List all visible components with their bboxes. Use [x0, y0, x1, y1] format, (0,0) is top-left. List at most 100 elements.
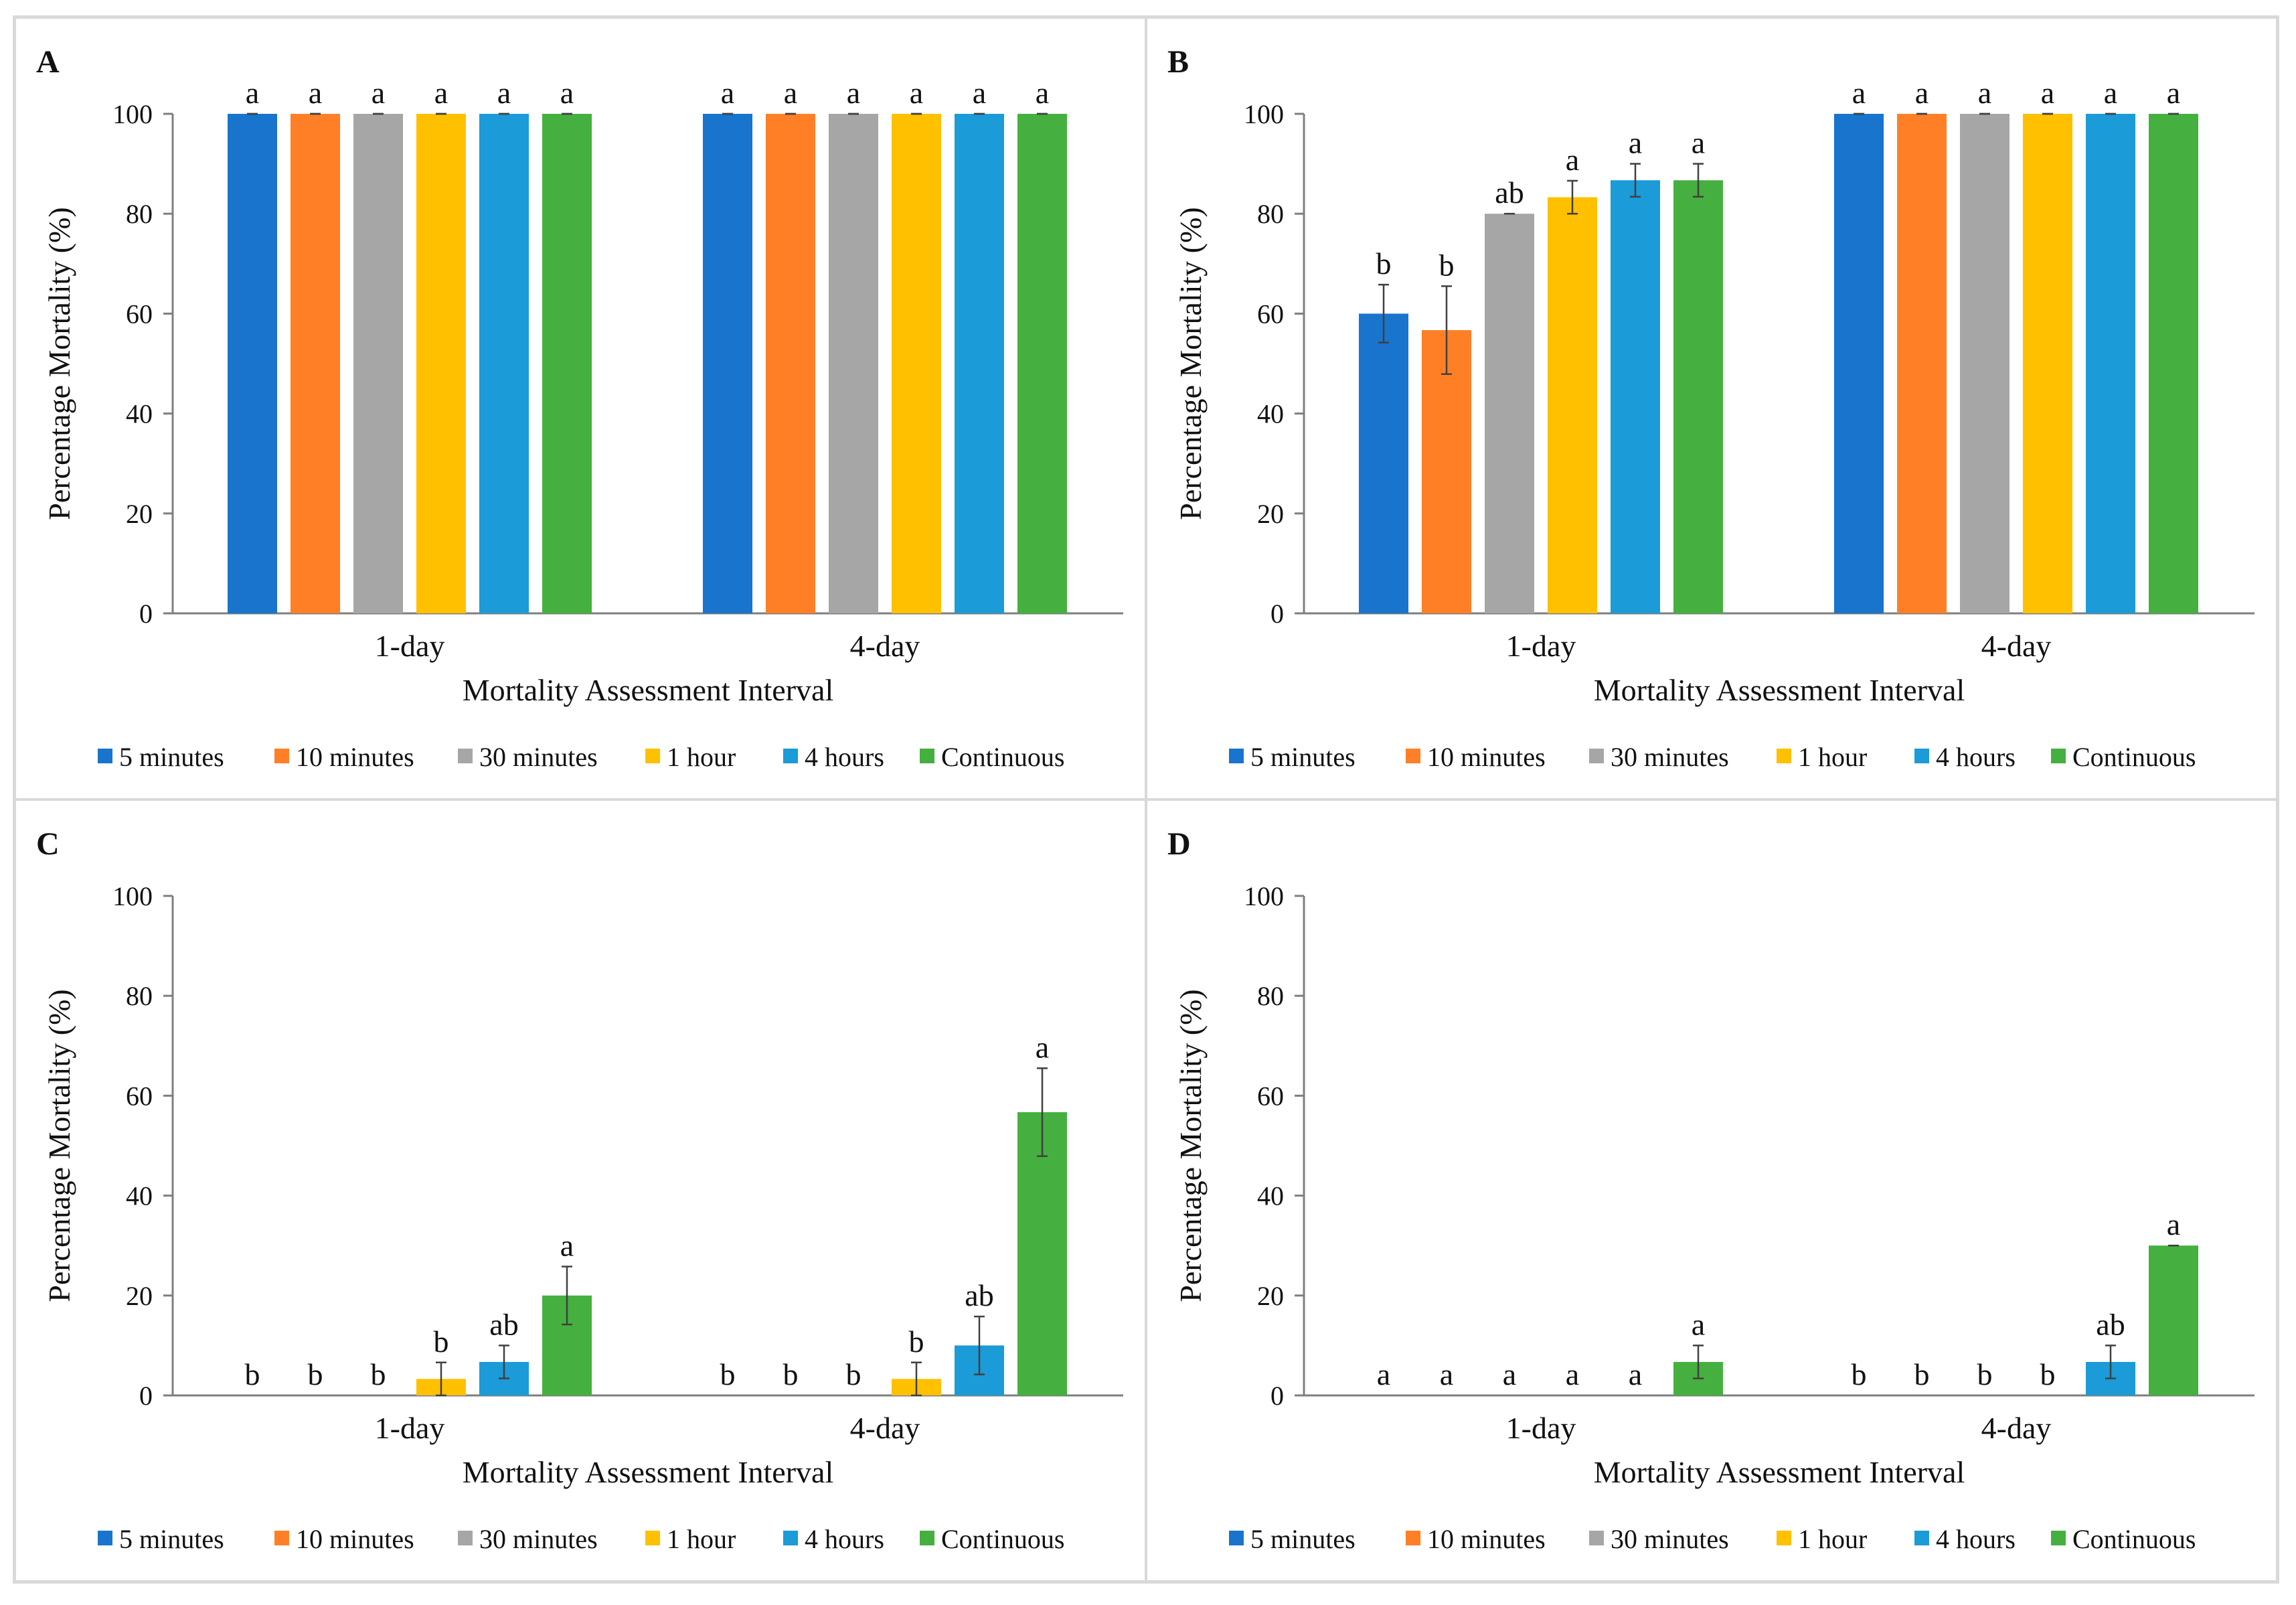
- significance-letter: b: [308, 1357, 323, 1391]
- legend-label-continuous: Continuous: [2072, 742, 2196, 772]
- bar-30-minutes-4-day: [1960, 114, 2010, 613]
- x-category-label: 4-day: [850, 629, 920, 663]
- legend-swatch-4-hours: [783, 1531, 798, 1545]
- bar-1-hour-4-day: [2023, 114, 2072, 613]
- significance-letter: a: [1978, 76, 1991, 110]
- x-category-label: 1-day: [1506, 1411, 1576, 1445]
- y-tick-label: 20: [126, 499, 153, 529]
- legend-swatch-10-minutes: [1406, 1531, 1420, 1545]
- bar-5-minutes-4-day: [1834, 114, 1884, 613]
- legend-label-5-minutes: 5 minutes: [1250, 742, 1356, 772]
- legend-label-continuous: Continuous: [941, 1524, 1064, 1554]
- x-category-label: 1-day: [375, 629, 445, 663]
- y-tick-label: 40: [126, 399, 153, 429]
- significance-letter: ab: [489, 1307, 518, 1341]
- y-tick-label: 20: [1257, 1281, 1284, 1311]
- significance-letter: b: [1977, 1357, 1993, 1391]
- bar-continuous-4-day: [2149, 114, 2198, 613]
- significance-letter: a: [560, 76, 574, 110]
- legend-label-1-hour: 1 hour: [667, 742, 736, 772]
- significance-letter: b: [720, 1357, 736, 1391]
- significance-letter: b: [2040, 1357, 2056, 1391]
- legend-swatch-continuous: [920, 1531, 934, 1545]
- x-axis-title: Mortality Assessment Interval: [1594, 673, 1965, 707]
- legend-swatch-continuous: [2051, 1531, 2066, 1545]
- significance-letter: a: [1377, 1357, 1390, 1391]
- significance-letter: a: [1915, 76, 1929, 110]
- bar-continuous-1-day: [1673, 180, 1723, 613]
- legend-label-4-hours: 4 hours: [805, 742, 884, 772]
- bar-1-hour-4-day: [892, 114, 941, 613]
- y-tick-label: 100: [1244, 99, 1284, 129]
- legend-label-1-hour: 1 hour: [667, 1524, 736, 1554]
- significance-letter: a: [2167, 1207, 2180, 1241]
- significance-letter: ab: [1495, 175, 1524, 210]
- legend-swatch-30-minutes: [458, 749, 473, 763]
- y-tick-label: 40: [1257, 399, 1284, 429]
- y-tick-label: 0: [1270, 1381, 1284, 1411]
- significance-letter: b: [1852, 1357, 1867, 1391]
- significance-letter: a: [973, 76, 986, 110]
- legend-swatch-1-hour: [1777, 1531, 1791, 1545]
- significance-letter: a: [1036, 76, 1049, 110]
- y-axis-title: Percentage Mortality (%): [42, 989, 76, 1302]
- y-tick-label: 40: [1257, 1181, 1284, 1211]
- legend-swatch-10-minutes: [274, 749, 289, 763]
- legend: 5 minutes 10 minutes 30 minutes 1 hour 4 hou…: [1229, 1524, 2196, 1554]
- significance-letter: a: [847, 76, 860, 110]
- significance-letter: b: [245, 1357, 260, 1391]
- y-tick-label: 100: [112, 99, 153, 129]
- y-tick-label: 80: [126, 199, 153, 229]
- significance-letter: b: [434, 1324, 449, 1359]
- significance-letter: a: [1629, 1357, 1642, 1391]
- bar-30-minutes-1-day: [1485, 214, 1534, 613]
- y-tick-label: 60: [126, 299, 153, 329]
- legend: 5 minutes 10 minutes 30 minutes 1 hour 4 hou…: [1229, 742, 2196, 772]
- panel-letter: B: [1167, 44, 1189, 80]
- panel-a: A 0 20 40 60 80 100 Percentage Mortality (%) 1-d…: [13, 16, 1147, 801]
- panel-letter: D: [1167, 826, 1191, 862]
- significance-letter: a: [1036, 1030, 1049, 1064]
- y-tick-label: 0: [1270, 599, 1284, 629]
- legend-label-30-minutes: 30 minutes: [1611, 742, 1729, 772]
- y-tick-label: 80: [1257, 981, 1284, 1011]
- significance-letter: a: [1566, 1357, 1579, 1391]
- bar-5-minutes-4-day: [703, 114, 752, 613]
- bar-30-minutes-1-day: [353, 114, 403, 613]
- legend-swatch-30-minutes: [1589, 749, 1604, 763]
- bar-10-minutes-1-day: [1422, 330, 1471, 613]
- x-category-label: 4-day: [850, 1411, 920, 1445]
- legend-label-5-minutes: 5 minutes: [119, 1524, 224, 1554]
- legend-swatch-5-minutes: [1229, 1531, 1244, 1545]
- y-tick-label: 60: [126, 1081, 153, 1111]
- legend: 5 minutes 10 minutes 30 minutes 1 hour 4 hou…: [98, 742, 1064, 772]
- significance-letter: a: [1692, 1307, 1705, 1341]
- legend-swatch-4-hours: [783, 749, 798, 763]
- bar-10-minutes-4-day: [1897, 114, 1947, 613]
- significance-letter: ab: [965, 1278, 993, 1312]
- significance-letter: b: [371, 1357, 386, 1391]
- bar-continuous-4-day: [2149, 1245, 2198, 1395]
- legend-swatch-30-minutes: [458, 1531, 473, 1545]
- legend-label-5-minutes: 5 minutes: [1250, 1524, 1356, 1554]
- y-tick-label: 20: [126, 1281, 153, 1311]
- significance-letter: a: [372, 76, 385, 110]
- significance-letter: a: [434, 76, 448, 110]
- bar-4-hours-4-day: [955, 114, 1004, 613]
- legend-label-1-hour: 1 hour: [1798, 1524, 1867, 1554]
- legend-label-30-minutes: 30 minutes: [1611, 1524, 1729, 1554]
- panel-letter: A: [36, 44, 60, 80]
- bar-1-hour-1-day: [416, 114, 466, 613]
- legend-label-continuous: Continuous: [2072, 1524, 2196, 1554]
- significance-letter: a: [560, 1229, 574, 1263]
- x-axis-title: Mortality Assessment Interval: [1594, 1455, 1965, 1489]
- legend-label-10-minutes: 10 minutes: [1427, 742, 1546, 772]
- legend-label-30-minutes: 30 minutes: [479, 742, 598, 772]
- significance-letter: a: [1852, 76, 1866, 110]
- significance-letter: a: [1566, 143, 1579, 177]
- significance-letter: b: [909, 1324, 924, 1359]
- bar-30-minutes-4-day: [829, 114, 878, 613]
- y-tick-label: 60: [1257, 1081, 1284, 1111]
- y-tick-label: 20: [1257, 499, 1284, 529]
- legend-label-30-minutes: 30 minutes: [479, 1524, 598, 1554]
